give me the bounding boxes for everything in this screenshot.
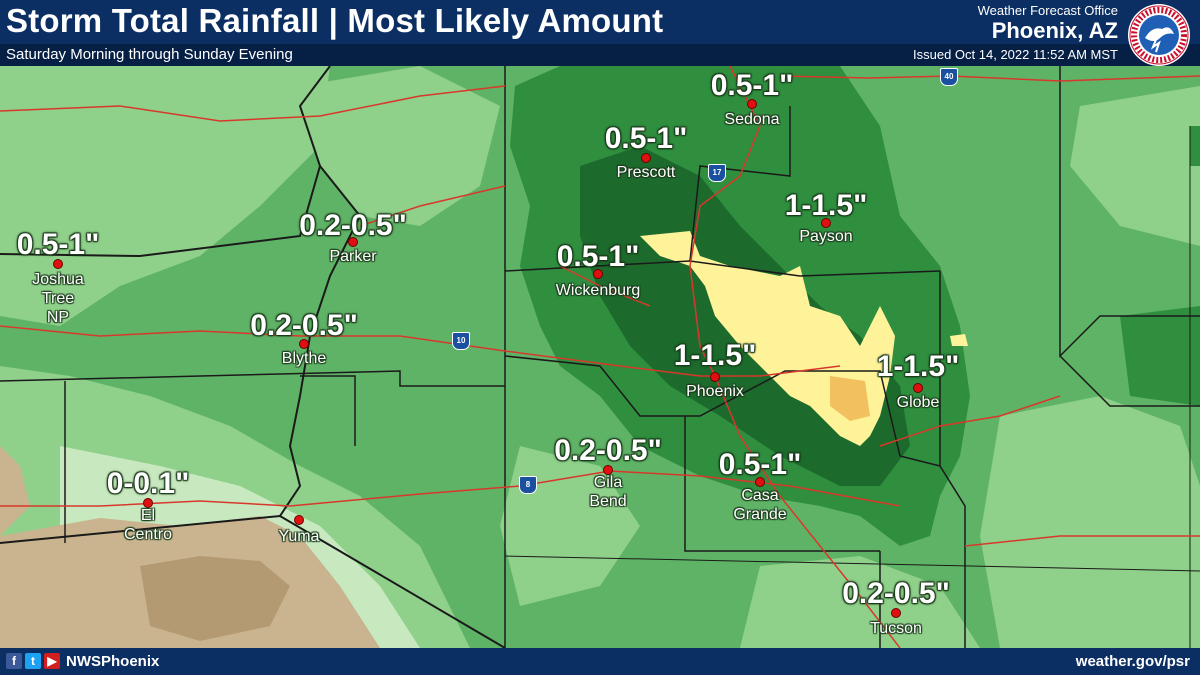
amount-label-wickenburg: 0.5-1"	[556, 240, 640, 273]
social-icons: f t ▶	[6, 653, 60, 669]
amount-label-payson: 1-1.5"	[784, 189, 868, 222]
amount-label-el-centro: 0-0.1"	[106, 467, 190, 500]
city-label-casa-grande: Casa Grande	[733, 487, 787, 523]
interstate-8-shield: 8	[519, 476, 537, 494]
city-marker-tucson	[891, 608, 901, 618]
website-link[interactable]: weather.gov/psr	[1075, 653, 1190, 670]
interstate-40-shield: 40	[940, 68, 958, 86]
rainfall-map-canvas	[0, 66, 1200, 648]
city-label-tucson: Tucson	[870, 620, 922, 637]
city-marker-yuma	[294, 515, 304, 525]
office-name: Weather Forecast Office	[977, 3, 1118, 18]
amount-label-parker: 0.2-0.5"	[299, 209, 407, 242]
city-marker-gila-bend	[603, 465, 613, 475]
social-handle[interactable]: NWSPhoenix	[66, 653, 160, 670]
amount-label-phoenix: 1-1.5"	[673, 339, 757, 372]
city-label-parker: Parker	[329, 248, 377, 265]
city-marker-sedona	[747, 99, 757, 109]
city-marker-payson	[821, 218, 831, 228]
amount-label-tucson: 0.2-0.5"	[842, 577, 950, 610]
amount-label-gila-bend: 0.2-0.5"	[554, 434, 662, 467]
nws-logo-icon	[1128, 4, 1190, 66]
city-label-sedona: Sedona	[724, 111, 780, 128]
city-marker-casa-grande	[755, 477, 765, 487]
city-marker-phoenix	[710, 372, 720, 382]
page-title: Storm Total Rainfall | Most Likely Amoun…	[6, 2, 664, 39]
city-label-wickenburg: Wickenburg	[555, 282, 641, 299]
city-label-prescott: Prescott	[616, 164, 676, 181]
amount-label-joshua-tree: 0.5-1"	[16, 228, 100, 261]
city-marker-blythe	[299, 339, 309, 349]
youtube-icon[interactable]: ▶	[44, 653, 60, 669]
city-marker-prescott	[641, 153, 651, 163]
twitter-icon[interactable]: t	[25, 653, 41, 669]
issued-time: Issued Oct 14, 2022 11:52 AM MST	[913, 47, 1118, 62]
amount-label-casa-grande: 0.5-1"	[718, 448, 802, 481]
city-label-joshua-tree: Joshua Tree NP	[32, 271, 84, 326]
city-label-phoenix: Phoenix	[686, 383, 744, 400]
office-city: Phoenix, AZ	[991, 18, 1118, 43]
amount-label-globe: 1-1.5"	[876, 350, 960, 383]
city-marker-joshua-tree	[53, 259, 63, 269]
city-marker-el-centro	[143, 498, 153, 508]
amount-label-prescott: 0.5-1"	[604, 122, 688, 155]
interstate-10-shield: 10	[452, 332, 470, 350]
city-marker-globe	[913, 383, 923, 393]
city-marker-parker	[348, 237, 358, 247]
facebook-icon[interactable]: f	[6, 653, 22, 669]
city-label-globe: Globe	[896, 394, 940, 411]
amount-label-sedona: 0.5-1"	[710, 69, 794, 102]
city-label-gila-bend: Gila Bend	[589, 474, 627, 510]
rainfall-map: 40 17 10 8 0.5-1" Sedona 0.5-1" Prescott…	[0, 66, 1200, 648]
subtitle: Saturday Morning through Sunday Evening	[6, 46, 293, 63]
subtitle-bar	[0, 44, 1200, 66]
city-label-el-centro: El Centro	[123, 507, 173, 543]
footer	[0, 648, 1200, 675]
city-label-yuma: Yuma	[278, 528, 320, 545]
city-label-payson: Payson	[799, 228, 853, 245]
city-marker-wickenburg	[593, 269, 603, 279]
amount-label-blythe: 0.2-0.5"	[250, 309, 358, 342]
interstate-17-shield: 17	[708, 164, 726, 182]
city-label-blythe: Blythe	[281, 350, 327, 367]
